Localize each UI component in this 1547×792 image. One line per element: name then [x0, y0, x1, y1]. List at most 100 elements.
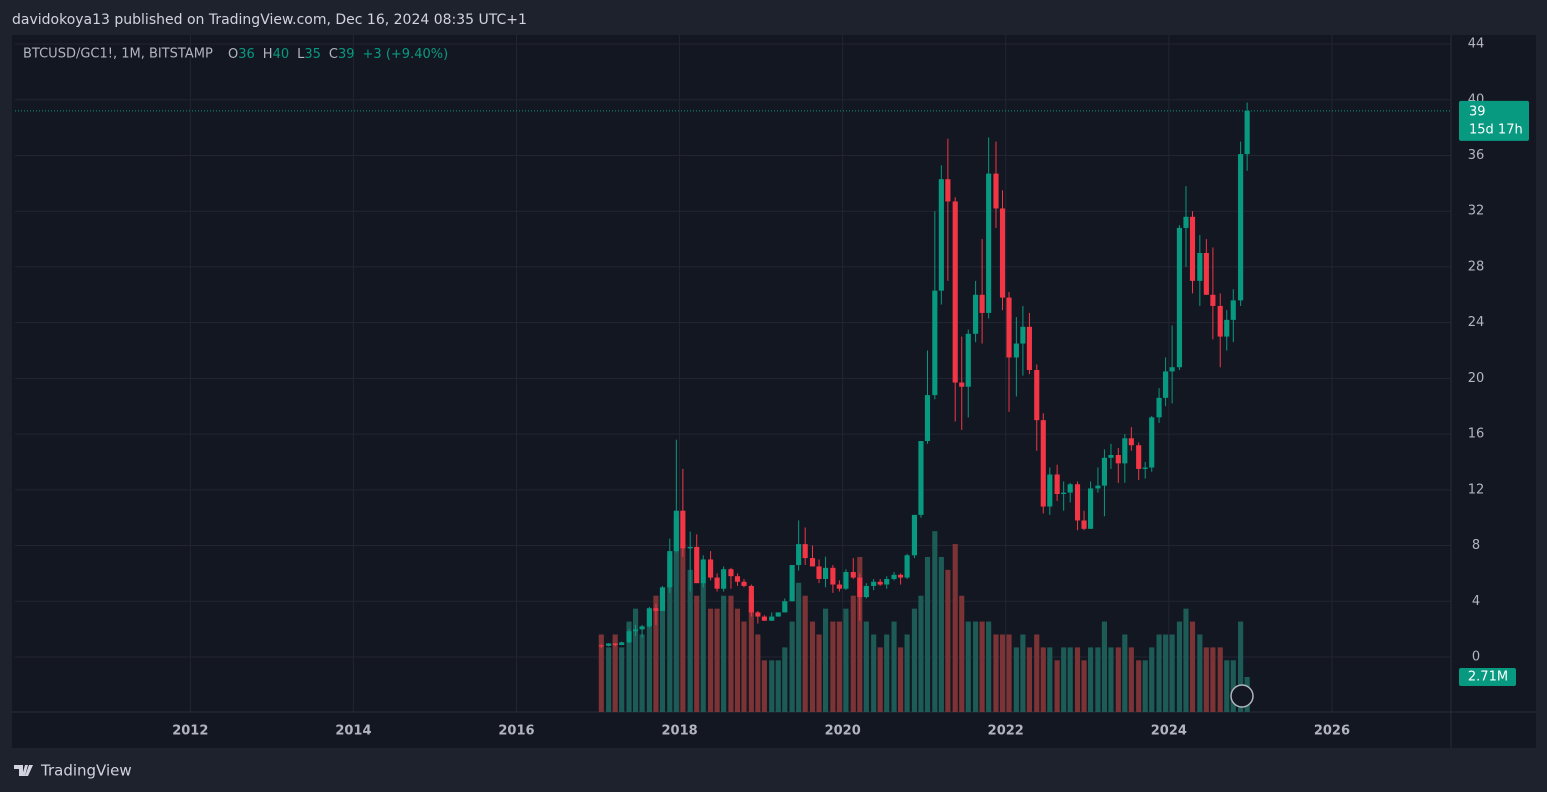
candle-body: [877, 581, 883, 585]
candle-body: [809, 558, 816, 567]
candle-body: [918, 441, 924, 515]
candle-body: [979, 294, 985, 313]
volume-bar: [979, 621, 985, 712]
candle-body: [1034, 370, 1040, 421]
volume-bar: [680, 544, 686, 712]
volume-bar: [667, 556, 673, 712]
volume-bar: [612, 634, 618, 712]
candle-body: [1217, 305, 1223, 337]
volume-bar: [1108, 647, 1114, 712]
x-tick-label: 2026: [1314, 724, 1350, 739]
volume-bar: [857, 556, 863, 712]
volume-bar: [816, 634, 822, 712]
candle-body: [646, 608, 652, 627]
candle-body: [1156, 397, 1162, 418]
volume-bar: [918, 595, 924, 712]
legend-h-label: H: [263, 47, 273, 62]
volume-bar: [1101, 621, 1108, 712]
candle-body: [986, 173, 992, 313]
candle-body: [952, 201, 958, 383]
candle-body: [959, 382, 965, 387]
candle-body: [1115, 454, 1121, 464]
volume-bar: [1128, 647, 1134, 712]
candle-body: [1020, 326, 1026, 344]
candle-body: [1230, 300, 1236, 320]
volume-bar: [721, 595, 727, 712]
volume-bar: [687, 569, 693, 712]
candle-body: [598, 645, 604, 647]
volume-bar: [769, 660, 775, 712]
candle-body: [830, 567, 836, 585]
candle-body: [606, 643, 612, 646]
candle-body: [1176, 227, 1183, 368]
candle-body: [1183, 216, 1189, 228]
x-tick-label: 2016: [498, 724, 534, 739]
volume-bar: [775, 660, 781, 712]
y-tick-label: 4: [1472, 594, 1480, 609]
volume-bar: [932, 531, 938, 712]
y-tick-label: 36: [1468, 148, 1485, 163]
volume-bar: [1230, 660, 1236, 712]
candle-body: [884, 578, 890, 585]
x-tick-label: 2024: [1151, 724, 1187, 739]
volume-bar: [1047, 647, 1053, 712]
chart-panel: [12, 35, 1536, 748]
volume-bar: [836, 621, 842, 712]
volume-bar: [1163, 634, 1169, 712]
candle-body: [626, 631, 632, 643]
volume-bar: [1006, 634, 1012, 712]
volume-bar: [1067, 647, 1073, 712]
volume-bar: [938, 556, 944, 712]
candle-body: [741, 581, 747, 586]
volume-bar: [761, 660, 767, 712]
volume-bar: [986, 621, 992, 712]
candle-body: [1142, 467, 1148, 469]
candle-body: [1088, 488, 1094, 529]
legend-open: 36: [238, 47, 255, 62]
x-tick-label: 2020: [825, 724, 861, 739]
volume-bar: [1034, 634, 1040, 712]
volume-bar: [993, 634, 999, 712]
volume-bar: [850, 595, 856, 712]
y-tick-label: 8: [1472, 538, 1480, 553]
candle-body: [871, 581, 877, 586]
candle-body: [1238, 154, 1244, 301]
volume-bar: [626, 621, 632, 712]
volume-bar: [708, 608, 714, 712]
volume-bar: [891, 621, 897, 712]
volume-bar: [1197, 634, 1203, 712]
candle-body: [1189, 216, 1196, 281]
candle-body: [1149, 417, 1155, 468]
candle-body: [1006, 297, 1012, 358]
candle-body: [1244, 110, 1250, 155]
volume-bar: [884, 634, 890, 712]
candle-body: [708, 559, 714, 578]
volume-bar: [1061, 647, 1067, 712]
volume-bar: [945, 569, 951, 712]
candle-body: [639, 626, 645, 630]
candle-body: [748, 585, 754, 613]
candle-body: [673, 510, 679, 552]
volume-bar: [809, 621, 816, 712]
candle-body: [1054, 474, 1060, 494]
volume-bar: [1217, 647, 1223, 712]
y-tick-label: 20: [1468, 371, 1485, 386]
volume-bar: [782, 647, 788, 712]
legend-close: 39: [338, 47, 355, 62]
ohlc-legend: O36 H40 L35 C39 +3 (+9.40%): [228, 47, 448, 62]
volume-bar: [639, 634, 645, 712]
volume-bar: [1149, 647, 1155, 712]
symbol: BTCUSD/GC1!, 1M, BITSTAMP: [23, 47, 213, 62]
candle-body: [938, 179, 944, 291]
legend-low: 35: [304, 47, 321, 62]
candle-body: [1061, 492, 1067, 494]
volume-bar: [659, 595, 666, 712]
replay-button: [1230, 684, 1254, 708]
candle-body: [898, 574, 904, 578]
candle-body: [973, 294, 979, 334]
volume-label-box: [1459, 667, 1516, 686]
candle-body: [1108, 454, 1114, 458]
candle-body: [694, 546, 700, 584]
volume-bar: [959, 595, 965, 712]
